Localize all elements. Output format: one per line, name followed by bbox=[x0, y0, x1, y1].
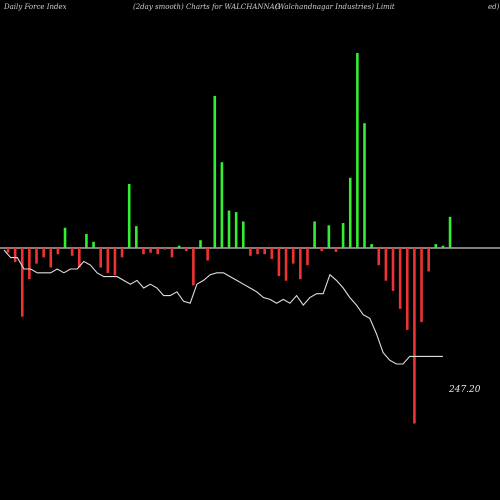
force-bar bbox=[49, 248, 53, 268]
price-line bbox=[3, 249, 443, 365]
force-bar bbox=[263, 248, 266, 255]
force-bar bbox=[184, 248, 188, 252]
force-bar bbox=[391, 248, 395, 291]
force-bar bbox=[156, 248, 160, 255]
force-bar bbox=[56, 248, 60, 255]
force-bar bbox=[363, 123, 366, 248]
force-bar bbox=[92, 241, 95, 248]
force-bar bbox=[356, 53, 359, 248]
force-bar bbox=[149, 248, 152, 253]
force-bar bbox=[177, 245, 181, 248]
force-bar bbox=[398, 248, 402, 309]
force-bar bbox=[20, 248, 24, 317]
force-bar bbox=[35, 248, 38, 264]
chart-header-title: (2day smooth) Charts for WALCHANNAG bbox=[133, 3, 281, 11]
force-bar bbox=[163, 248, 167, 250]
force-bar bbox=[277, 248, 281, 277]
force-bar bbox=[448, 216, 452, 248]
force-bar bbox=[270, 248, 274, 259]
force-bar bbox=[306, 248, 309, 266]
force-bar bbox=[113, 248, 117, 276]
force-bar bbox=[78, 248, 81, 268]
force-bar bbox=[213, 95, 217, 249]
force-bar bbox=[313, 221, 316, 248]
force-bar bbox=[291, 248, 295, 264]
chart-header-company: (Walchandnagar Industries) Limit bbox=[275, 3, 395, 11]
force-bar bbox=[170, 248, 174, 258]
force-bar bbox=[441, 245, 445, 248]
force-bar bbox=[42, 248, 45, 258]
force-bar bbox=[28, 248, 31, 280]
force-bar bbox=[299, 248, 302, 280]
force-bar bbox=[320, 248, 324, 252]
force-bar bbox=[370, 244, 373, 248]
force-bar bbox=[256, 248, 259, 255]
force-bar bbox=[227, 210, 231, 248]
force-bar bbox=[120, 248, 124, 258]
force-bar bbox=[13, 248, 17, 263]
force-bar bbox=[427, 248, 430, 272]
force-bar bbox=[85, 233, 88, 248]
force-bar bbox=[220, 162, 224, 248]
force-bar bbox=[249, 248, 252, 256]
chart-header-tail: ed) bbox=[488, 3, 500, 11]
force-bar bbox=[377, 248, 381, 266]
force-bar bbox=[106, 248, 110, 273]
force-bar bbox=[199, 240, 202, 248]
force-bar bbox=[127, 184, 131, 248]
force-bar bbox=[405, 248, 409, 330]
chart-header-left: Daily Force Index bbox=[4, 3, 67, 11]
force-bar bbox=[135, 226, 138, 248]
force-bar bbox=[434, 244, 438, 248]
force-bar bbox=[327, 225, 331, 248]
force-bar bbox=[334, 248, 338, 252]
force-bar bbox=[63, 227, 67, 248]
force-bar bbox=[70, 248, 74, 256]
force-bar bbox=[142, 248, 145, 255]
force-bar bbox=[284, 248, 288, 281]
force-bar bbox=[6, 248, 10, 253]
force-index-bars bbox=[6, 53, 452, 424]
force-bar bbox=[206, 248, 209, 261]
force-bar bbox=[234, 212, 238, 248]
force-bar bbox=[192, 248, 195, 286]
force-bar bbox=[413, 248, 416, 424]
force-bar bbox=[99, 248, 102, 268]
last-price-label: 247.20 bbox=[448, 385, 481, 395]
force-bar bbox=[420, 248, 423, 323]
force-bar bbox=[341, 223, 345, 248]
force-bar bbox=[384, 248, 388, 281]
force-bar bbox=[348, 177, 352, 248]
force-bar bbox=[241, 221, 245, 248]
